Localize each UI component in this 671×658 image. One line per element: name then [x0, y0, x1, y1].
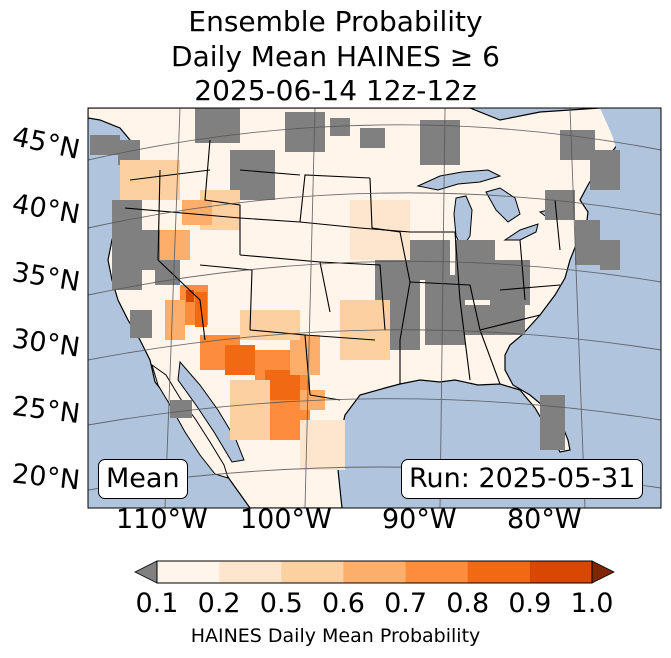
colorbar [134, 560, 615, 584]
colorbar-cell [343, 561, 407, 583]
colorbar-under-arrow [134, 560, 158, 584]
lake-superior [416, 169, 502, 191]
colorbar-cell [405, 561, 469, 583]
colorbar-cell [529, 561, 593, 583]
title-line-1: Ensemble Probability [188, 5, 483, 38]
lon-label-90: 90°W [382, 504, 457, 535]
map-frame [87, 107, 662, 509]
state-borders [124, 139, 561, 401]
colorbar-tick-label: 0.5 [259, 588, 303, 619]
colorbar-tick-label: 1.0 [570, 588, 614, 619]
colorbar-cell [467, 561, 531, 583]
lon-label-110: 110°W [116, 504, 208, 535]
colorbar-cell [219, 561, 282, 583]
colorbar-tick-label: 0.9 [508, 588, 552, 619]
colorbar-tick-label: 0.1 [135, 588, 179, 619]
colorbar-tick-label: 0.6 [321, 588, 365, 619]
title-line-2: Daily Mean HAINES ≥ 6 [171, 40, 500, 73]
ocean-northeast [600, 108, 661, 200]
colorbar-tick-label: 0.2 [197, 588, 241, 619]
title-line-3: 2025-06-14 12z-12z [194, 74, 477, 107]
colorbar-tick-label: 0.7 [384, 588, 428, 619]
mean-box: Mean [98, 459, 188, 499]
colorbar-tick-label: 0.8 [446, 588, 490, 619]
lon-label-100: 100°W [240, 504, 332, 535]
graticule [88, 108, 661, 508]
lake-erie [503, 223, 539, 241]
run-date-box: Run: 2025-05-31 [401, 459, 644, 499]
colorbar-cell [157, 561, 220, 583]
colorbar-label: HAINES Daily Mean Probability [190, 625, 481, 647]
colorbar-cell [281, 561, 344, 583]
colorbar-over-arrow [591, 560, 615, 584]
colorbar-frame [156, 560, 593, 584]
lon-label-80: 80°W [507, 504, 582, 535]
probability-map [87, 107, 662, 509]
gulf-of-california [177, 360, 245, 463]
